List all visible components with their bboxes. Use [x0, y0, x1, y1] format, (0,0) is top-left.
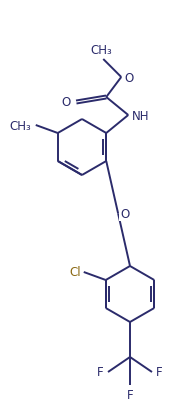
Text: CH₃: CH₃ [90, 44, 112, 57]
Text: O: O [124, 71, 134, 84]
Text: F: F [97, 366, 104, 379]
Text: NH: NH [132, 109, 150, 122]
Text: CH₃: CH₃ [9, 119, 31, 132]
Text: O: O [120, 207, 130, 220]
Text: O: O [61, 96, 70, 109]
Text: Cl: Cl [69, 266, 81, 279]
Text: F: F [156, 366, 163, 379]
Text: F: F [127, 388, 133, 401]
